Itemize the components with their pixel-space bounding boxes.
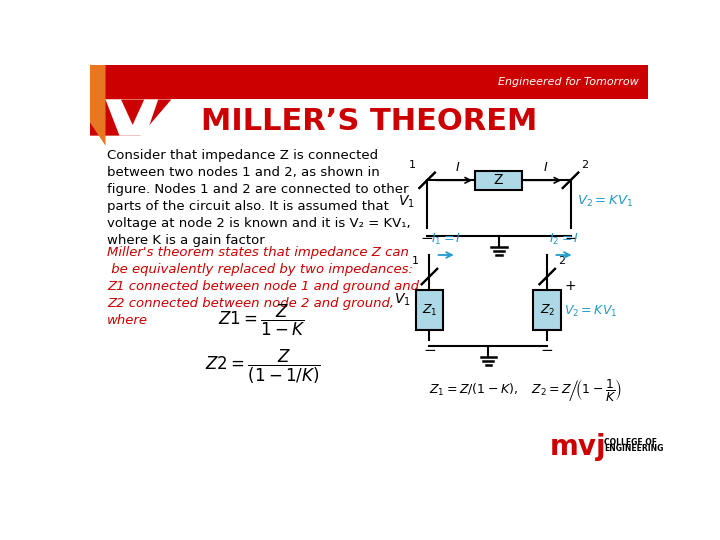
Bar [415,291,444,330]
Text: $Z_2$: $Z_2$ [539,303,555,318]
Text: 1: 1 [412,256,418,266]
Text: $V_1$: $V_1$ [394,292,411,308]
Text: Miller's theorem states that impedance Z can: Miller's theorem states that impedance Z… [107,246,409,259]
Text: Z: Z [494,173,503,187]
Text: −: − [541,343,554,358]
Text: 2: 2 [581,159,588,170]
Text: I: I [544,161,548,174]
Text: $Z1 = \dfrac{Z}{1-K}$: $Z1 = \dfrac{Z}{1-K}$ [218,303,305,338]
Polygon shape [90,65,106,146]
Text: $V_1$: $V_1$ [398,194,415,210]
Text: Z1 connected between node 1 and ground and: Z1 connected between node 1 and ground a… [107,280,419,293]
Text: $Z_1 = Z/(1-K),\quad Z_2 = Z\!\left/\!\left(1-\dfrac{1}{K}\right)\right.$: $Z_1 = Z/(1-K),\quad Z_2 = Z\!\left/\!\l… [429,377,623,403]
Text: figure. Nodes 1 and 2 are connected to other: figure. Nodes 1 and 2 are connected to o… [107,184,408,197]
Text: −: − [564,231,577,246]
Text: Z2 connected between node 2 and ground,: Z2 connected between node 2 and ground, [107,296,394,309]
Text: be equivalently replaced by two impedances:: be equivalently replaced by two impedanc… [107,262,413,276]
Text: +: + [564,279,576,293]
Text: $Z2 = \dfrac{Z}{(1-1/K)}$: $Z2 = \dfrac{Z}{(1-1/K)}$ [204,348,320,386]
Text: voltage at node 2 is known and it is V₂ = KV₁,: voltage at node 2 is known and it is V₂ … [107,217,410,230]
Bar [534,291,561,330]
Text: Consider that impedance Z is connected: Consider that impedance Z is connected [107,150,378,163]
Polygon shape [106,99,158,136]
Text: ENGINEERING: ENGINEERING [604,444,663,453]
Text: between two nodes 1 and 2, as shown in: between two nodes 1 and 2, as shown in [107,166,380,179]
Text: $I_2 = I$: $I_2 = I$ [549,232,580,247]
Text: MILLER’S THEOREM: MILLER’S THEOREM [201,106,537,136]
Polygon shape [90,65,648,99]
Text: where: where [107,314,148,327]
Text: 2: 2 [558,256,565,266]
Text: I: I [456,161,459,174]
Text: Engineered for Tomorrow: Engineered for Tomorrow [498,77,639,87]
Text: $V_2 = KV_1$: $V_2 = KV_1$ [564,303,618,319]
Text: COLLEGE OF: COLLEGE OF [604,437,657,447]
Polygon shape [90,99,171,136]
Text: −: − [423,343,436,358]
Text: where K is a gain factor: where K is a gain factor [107,234,265,247]
Text: 1: 1 [409,159,416,170]
Bar [475,171,522,190]
Text: −: − [420,231,433,246]
Text: mvj: mvj [550,433,606,461]
Text: $Z_1$: $Z_1$ [422,303,437,318]
Text: $V_2 = KV_1$: $V_2 = KV_1$ [577,194,633,210]
Text: $I_1 = I$: $I_1 = I$ [431,232,462,247]
Text: parts of the circuit also. It is assumed that: parts of the circuit also. It is assumed… [107,200,389,213]
